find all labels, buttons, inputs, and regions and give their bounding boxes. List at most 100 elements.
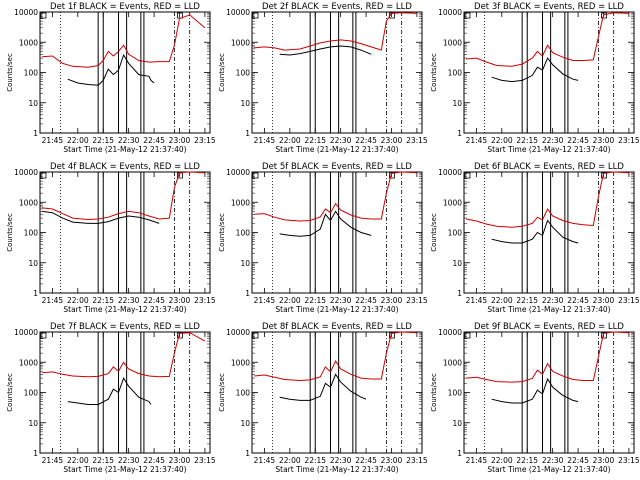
chart-title: Det 4f BLACK = Events, RED = LLD (50, 162, 200, 172)
chart-title: Det 1f BLACK = Events, RED = LLD (50, 2, 200, 12)
x-axis-label: Start Time (21-May-12 21:37:40) (275, 465, 398, 474)
corner-marker-square (464, 172, 471, 179)
lld-series-line (42, 332, 206, 378)
y-tick-label: 100 (24, 229, 39, 238)
x-tick-label: 21:45 (466, 296, 488, 305)
events-series-line (67, 376, 152, 405)
y-tick-label: 1000 (443, 358, 462, 367)
x-tick-label: 23:00 (169, 136, 191, 145)
x-axis-label: Start Time (21-May-12 21:37:40) (275, 145, 398, 154)
lld-series-line (466, 171, 629, 228)
y-tick-label: 1 (245, 129, 250, 138)
y-tick-label: 10000 (14, 168, 38, 177)
lld-series-line (42, 171, 205, 221)
x-tick-label: 21:45 (254, 456, 276, 465)
chart-title: Det 3f BLACK = Events, RED = LLD (474, 2, 624, 12)
x-tick-label: 21:45 (466, 136, 488, 145)
x-tick-label: 22:15 (516, 456, 538, 465)
x-axis-label: Start Time (21-May-12 21:37:40) (487, 465, 610, 474)
x-tick-label: 21:45 (466, 456, 488, 465)
x-tick-label: 22:15 (304, 296, 326, 305)
y-tick-label: 1000 (19, 198, 38, 207)
y-tick-label: 10 (240, 99, 250, 108)
x-tick-label: 22:15 (516, 296, 538, 305)
x-tick-label: 21:45 (42, 296, 64, 305)
y-tick-label: 10000 (14, 8, 38, 17)
y-tick-label: 10000 (226, 328, 250, 337)
x-tick-label: 23:15 (406, 456, 428, 465)
events-series-line (279, 45, 372, 56)
chart-title: Det 5f BLACK = Events, RED = LLD (262, 162, 412, 172)
lld-series-line (254, 331, 417, 382)
y-tick-label: 1000 (19, 38, 38, 47)
x-tick-label: 22:45 (143, 296, 165, 305)
corner-marker-square (177, 12, 183, 19)
plot-frame (39, 331, 211, 454)
corner-marker-square (464, 12, 471, 19)
x-tick-label: 23:00 (593, 296, 615, 305)
y-tick-label: 100 (448, 389, 463, 398)
events-series-line (42, 210, 160, 224)
y-tick-label: 1000 (231, 38, 250, 47)
y-tick-label: 1000 (231, 198, 250, 207)
x-tick-label: 21:45 (254, 296, 276, 305)
lld-series-line (254, 171, 417, 222)
x-tick-label: 22:00 (491, 136, 513, 145)
y-axis-label: Counts/sec (430, 373, 438, 412)
plot-frame (251, 11, 423, 134)
events-series-line (279, 373, 367, 401)
y-axis-label: Counts/sec (6, 53, 14, 92)
x-tick-label: 23:15 (618, 136, 640, 145)
x-tick-label: 22:15 (516, 136, 538, 145)
y-tick-label: 100 (236, 229, 251, 238)
events-series-line (491, 219, 579, 244)
corner-marker-square (601, 12, 607, 19)
x-tick-label: 22:00 (491, 456, 513, 465)
chart-title: Det 2f BLACK = Events, RED = LLD (262, 2, 412, 12)
lld-series-line (42, 14, 206, 68)
x-tick-label: 22:30 (542, 456, 564, 465)
lld-series-line (254, 12, 417, 51)
x-tick-label: 22:00 (279, 136, 301, 145)
x-axis-label: Start Time (21-May-12 21:37:40) (487, 305, 610, 314)
y-tick-label: 100 (448, 229, 463, 238)
x-tick-label: 22:45 (355, 296, 377, 305)
corner-marker-square (252, 12, 259, 19)
y-tick-label: 1 (33, 289, 38, 298)
x-tick-label: 23:00 (169, 456, 191, 465)
plot-frame (463, 11, 635, 134)
x-tick-label: 22:30 (330, 296, 352, 305)
plot-frame (463, 331, 635, 454)
y-tick-label: 1 (457, 449, 462, 458)
x-tick-label: 22:15 (304, 136, 326, 145)
plot-frame (251, 171, 423, 294)
y-tick-label: 100 (24, 69, 39, 78)
x-tick-label: 23:00 (381, 136, 403, 145)
x-tick-label: 21:45 (42, 136, 64, 145)
y-axis-label: Counts/sec (430, 213, 438, 252)
chart-panel-6: Det 6f BLACK = Events, RED = LLD 1 10 100 10… (430, 162, 640, 314)
chart-panel-7: Det 7f BLACK = Events, RED = LLD 1 10 100 10… (6, 322, 216, 474)
x-tick-label: 22:30 (330, 136, 352, 145)
plot-frame (251, 331, 423, 454)
y-axis-label: Counts/sec (6, 373, 14, 412)
x-tick-label: 22:45 (355, 456, 377, 465)
x-tick-label: 22:15 (92, 296, 114, 305)
corner-marker-square (464, 332, 471, 339)
lld-series-line (466, 331, 629, 383)
x-tick-label: 22:15 (92, 456, 114, 465)
y-tick-label: 10000 (226, 168, 250, 177)
x-tick-label: 21:45 (42, 456, 64, 465)
x-tick-label: 23:15 (618, 296, 640, 305)
x-tick-label: 22:45 (567, 296, 589, 305)
plot-frame (39, 171, 211, 294)
events-series-line (491, 57, 579, 83)
x-tick-label: 22:45 (143, 136, 165, 145)
y-axis-label: Counts/sec (218, 373, 226, 412)
y-tick-label: 100 (24, 389, 39, 398)
events-series-line (279, 210, 372, 237)
x-tick-label: 22:15 (92, 136, 114, 145)
x-tick-label: 22:30 (330, 456, 352, 465)
x-axis-label: Start Time (21-May-12 21:37:40) (63, 145, 186, 154)
plot-frame (39, 11, 211, 134)
